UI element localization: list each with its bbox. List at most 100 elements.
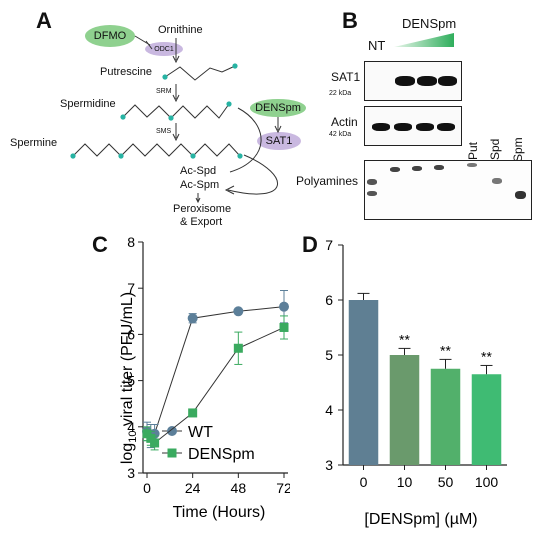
chart-c-xlabel: Time (Hours)	[173, 504, 266, 521]
chart-d-bar-0	[348, 300, 379, 465]
chart-c-ytick-label: 7	[127, 280, 135, 296]
chart-d-ytick-label: 6	[325, 292, 333, 308]
spermine-n3	[190, 153, 196, 159]
peroxisome-label: Peroxisome	[173, 203, 232, 215]
spermidine-label: Spermidine	[60, 98, 116, 110]
chart-c-point-DENSpm	[279, 322, 289, 332]
tlc-spot-spm	[515, 191, 526, 199]
denspm-label-a: DENSpm	[250, 99, 306, 117]
chart-c-xtick-label: 72	[276, 480, 290, 496]
sat1-band-2	[417, 76, 437, 86]
putrescine-label: Putrescine	[100, 66, 152, 78]
actin-band-4	[437, 123, 455, 131]
chart-c-point-WT	[233, 306, 244, 317]
chart-d-xtick-label: 100	[475, 474, 499, 490]
polyamines-label: Polyamines	[296, 174, 359, 188]
spermine-acetylation-curve	[227, 154, 279, 195]
chart-c-legend-marker	[167, 426, 177, 436]
panel-d-letter: D	[302, 232, 318, 257]
pathway-diagram	[70, 35, 282, 204]
chart-d-significance: **	[481, 348, 492, 364]
chart-c-point-DENSpm	[188, 408, 198, 418]
chart-c-legend-marker	[167, 448, 177, 458]
chart-d-ytick-label: 5	[325, 347, 333, 363]
chart-c-ytick-label: 3	[127, 465, 135, 481]
odc1-text: ODC1	[154, 45, 174, 53]
chart-c-series-line-WT	[146, 306, 285, 437]
tlc-spot-spd	[492, 178, 502, 184]
chart-d-bar-50	[430, 368, 461, 465]
spermine-n2	[118, 153, 124, 159]
chart-c-ytick-label: 5	[127, 373, 135, 389]
ornithine-label: Ornithine	[158, 24, 203, 36]
actin-kda-label: 42 kDa	[329, 131, 352, 138]
polyamines-tlc	[364, 160, 532, 220]
spermidine-n3	[226, 101, 232, 107]
chart-c-ytick-label: 8	[127, 234, 135, 250]
chart-c-ytick-label: 4	[127, 419, 135, 435]
chart-c-point-WT	[187, 313, 198, 324]
chart-d-bar: [DENSpm] (µM) 3 4 5 6 7 0 10 ** 50 ** 100 **	[325, 237, 507, 528]
spermine-n1	[70, 153, 76, 159]
chart-c-xtick-label: 48	[231, 480, 247, 496]
chart-c-ylabel: log10 viral titer (PFU/mL)	[119, 292, 139, 464]
dfmo-label: DFMO	[85, 25, 135, 47]
spermidine-acetylation-curve	[229, 107, 262, 173]
panel-c-letter: C	[92, 232, 108, 257]
chart-c-point-DENSpm	[150, 438, 160, 448]
nt-label: NT	[368, 38, 386, 53]
chart-d-ytick-label: 7	[325, 237, 333, 253]
tlc-spot-d1	[390, 167, 400, 172]
actin-blot	[364, 106, 462, 146]
actin-band-1	[372, 123, 390, 131]
chart-c-point-WT	[279, 301, 289, 312]
chart-d-xlabel: [DENSpm] (µM)	[364, 511, 477, 528]
chart-d-significance: **	[440, 342, 451, 358]
ac-spd-label: Ac-Spd	[180, 165, 217, 177]
acetylation-arrowhead	[224, 185, 235, 195]
chart-d-xtick-label: 50	[438, 474, 454, 490]
std-label-put: Put	[466, 141, 480, 160]
sat1-label-a: SAT1	[257, 132, 301, 150]
tlc-spot-nt-1	[367, 179, 377, 185]
chart-c-xtick-label: 0	[143, 480, 151, 496]
chart-c-ytick-label: 6	[127, 326, 135, 342]
chart-c-point-DENSpm	[142, 429, 152, 439]
chart-d-xtick-label: 0	[360, 474, 368, 490]
export-label: & Export	[180, 216, 223, 228]
srm-arrowhead	[172, 94, 180, 103]
srm-label: SRM	[156, 88, 172, 95]
std-label-spd: Spd	[488, 138, 502, 160]
ac-spm-label: Ac-Spm	[180, 179, 220, 191]
actin-band-2	[394, 123, 412, 131]
sat1-kda-label: 22 kDa	[329, 90, 352, 97]
sat1-blot-label: SAT1	[331, 70, 361, 84]
putrescine-n2	[232, 63, 238, 69]
chart-d-bar-10	[389, 355, 420, 465]
peroxisome-arrowhead	[195, 197, 201, 204]
sat1-band-3	[438, 76, 457, 86]
std-label-spm: Spm	[511, 137, 525, 162]
spermidine-n2	[168, 115, 174, 121]
tlc-spot-put	[467, 163, 477, 167]
chart-c-point-DENSpm	[146, 433, 156, 443]
panel-b-letter: B	[342, 8, 358, 33]
actin-blot-label: Actin	[331, 115, 358, 129]
chart-c-legend-label: WT	[188, 424, 213, 441]
chart-d-significance: **	[399, 331, 410, 347]
chart-d-bar-100	[471, 374, 502, 465]
spermine-label: Spermine	[10, 137, 58, 149]
spermidine-chain	[122, 103, 230, 119]
sms-label: SMS	[156, 128, 172, 135]
odc1-label: ODC1	[145, 42, 183, 56]
denspm-sat1-arrowhead	[274, 125, 282, 134]
ornithine-arrowhead	[172, 55, 180, 64]
chart-c-point-DENSpm	[233, 343, 243, 353]
tlc-spot-d2	[412, 166, 422, 171]
sat1-band-1	[395, 76, 415, 86]
chart-c-series-line-DENSpm	[146, 327, 285, 444]
spermine-chain	[72, 143, 241, 157]
chart-d-ytick-label: 3	[325, 457, 333, 473]
actin-band-3	[416, 123, 434, 131]
putrescine-n1	[162, 74, 168, 80]
